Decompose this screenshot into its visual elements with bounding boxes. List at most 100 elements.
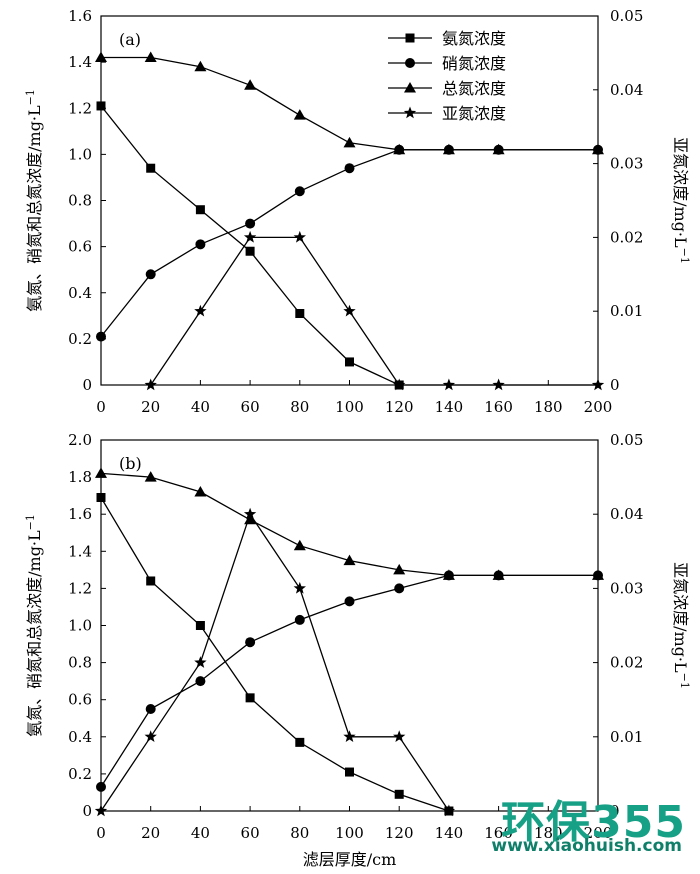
data-point bbox=[144, 378, 157, 391]
panel-label: (b) bbox=[119, 454, 142, 473]
legend-label: 氨氮浓度 bbox=[442, 29, 506, 48]
x-tick-label: 120 bbox=[385, 824, 414, 842]
data-point bbox=[394, 789, 404, 799]
series-square bbox=[96, 493, 454, 816]
series-star bbox=[94, 507, 456, 817]
data-point bbox=[442, 378, 456, 391]
data-point bbox=[442, 804, 456, 817]
y-tick-label: 0.8 bbox=[68, 654, 92, 672]
x-tick-label: 0 bbox=[96, 398, 106, 416]
data-point bbox=[95, 467, 107, 478]
y2-axis-label-text: 亚氮浓度/mg·L bbox=[671, 562, 690, 673]
legend-marker bbox=[405, 58, 415, 68]
series-line bbox=[100, 472, 598, 577]
data-point bbox=[442, 569, 455, 580]
data-point bbox=[95, 51, 107, 63]
y-tick-label: 1.0 bbox=[68, 617, 92, 635]
data-point bbox=[96, 331, 106, 342]
legend-marker bbox=[404, 82, 416, 93]
series-triangle bbox=[95, 51, 604, 155]
series-line bbox=[100, 512, 450, 812]
data-point bbox=[195, 239, 206, 250]
y2-tick-label: 0.01 bbox=[610, 302, 643, 320]
y-tick-label: 0.2 bbox=[68, 330, 92, 348]
data-point bbox=[96, 781, 106, 792]
y2-tick-label: 0.05 bbox=[610, 7, 643, 25]
y-axis-label-text: 氨氮、硝氮和总氮浓度/mg·L bbox=[25, 530, 44, 737]
watermark-logo: 环保355 bbox=[501, 797, 686, 848]
plot-frame bbox=[100, 15, 599, 386]
data-point bbox=[194, 485, 207, 497]
y-tick-label: 0.8 bbox=[68, 192, 92, 210]
y-tick-label: 0.2 bbox=[68, 765, 92, 783]
data-point bbox=[195, 676, 206, 687]
data-point bbox=[344, 596, 355, 607]
data-point bbox=[345, 767, 354, 777]
x-axis-label: 滤层厚度/cm bbox=[303, 850, 397, 869]
y2-tick-label: 0.02 bbox=[610, 228, 643, 246]
data-point bbox=[245, 693, 255, 703]
data-point bbox=[294, 186, 305, 197]
y-tick-label: 1.6 bbox=[68, 505, 92, 523]
legend-label: 硝氮浓度 bbox=[442, 54, 506, 73]
data-point bbox=[442, 143, 455, 155]
data-point bbox=[194, 656, 207, 668]
plot-frame bbox=[100, 439, 599, 812]
y2-tick-label: 0.05 bbox=[610, 431, 643, 449]
y-axis-label-superscript: −1 bbox=[24, 514, 37, 530]
data-point bbox=[343, 304, 356, 317]
data-point bbox=[393, 563, 406, 575]
x-tick-label: 120 bbox=[385, 398, 414, 416]
data-point bbox=[295, 737, 305, 747]
data-point bbox=[294, 614, 305, 625]
x-tick-label: 140 bbox=[435, 398, 464, 416]
data-point bbox=[144, 51, 157, 63]
y-tick-label: 1.4 bbox=[68, 542, 92, 560]
data-point bbox=[343, 730, 356, 743]
y-axis-label: 氨氮、硝氮和总氮浓度/mg·L−1 bbox=[24, 514, 45, 737]
x-tick-label: 80 bbox=[290, 824, 309, 842]
x-tick-label: 40 bbox=[191, 398, 210, 416]
data-point bbox=[393, 143, 406, 155]
y-axis-label: 氨氮、硝氮和总氮浓度/mg·L−1 bbox=[24, 89, 45, 312]
data-point bbox=[245, 218, 256, 229]
x-tick-label: 160 bbox=[484, 398, 513, 416]
y-axis-label-text: 氨氮、硝氮和总氮浓度/mg·L bbox=[25, 105, 44, 312]
data-point bbox=[293, 539, 306, 551]
data-point bbox=[592, 143, 604, 155]
series-star bbox=[144, 230, 605, 391]
watermark-url: www.xiaohuish.com bbox=[491, 836, 682, 856]
data-point bbox=[96, 493, 106, 503]
y2-axis-label-superscript: −1 bbox=[679, 248, 692, 264]
data-point bbox=[146, 163, 156, 173]
series-square bbox=[96, 101, 404, 390]
x-tick-label: 180 bbox=[534, 398, 563, 416]
data-point bbox=[243, 507, 257, 520]
chart-panel-b: 0 20 40 60 80 100 120 140 160 180 200 0 0.2 0.4 0.6 0.8… bbox=[24, 431, 692, 869]
y2-tick-label: 0 bbox=[610, 376, 620, 394]
data-point bbox=[394, 583, 405, 594]
x-tick-label: 100 bbox=[335, 398, 364, 416]
y-tick-label: 0.4 bbox=[68, 284, 92, 302]
series-line bbox=[100, 497, 450, 812]
y-tick-label: 1.2 bbox=[68, 579, 92, 597]
data-point bbox=[243, 230, 257, 243]
data-point bbox=[592, 569, 604, 580]
series-line bbox=[100, 105, 400, 386]
data-point bbox=[195, 205, 205, 215]
y2-tick-label: 0 bbox=[610, 802, 620, 820]
y2-tick-label: 0.02 bbox=[610, 654, 643, 672]
data-point bbox=[145, 269, 156, 280]
data-point bbox=[96, 101, 106, 111]
legend-marker bbox=[403, 106, 417, 119]
legend-marker bbox=[405, 33, 415, 43]
data-point bbox=[343, 136, 356, 148]
data-point bbox=[244, 79, 257, 90]
y2-axis-label-superscript: −1 bbox=[679, 673, 692, 689]
x-tick-label: 0 bbox=[96, 824, 106, 842]
x-tick-label: 20 bbox=[141, 398, 160, 416]
data-point bbox=[293, 581, 306, 594]
x-tick-label: 100 bbox=[335, 824, 364, 842]
